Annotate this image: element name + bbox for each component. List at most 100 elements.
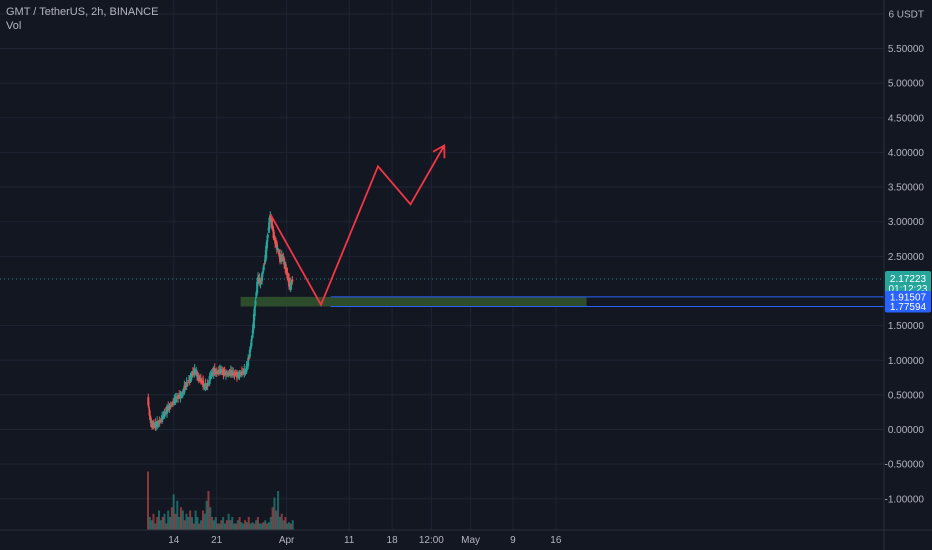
candle-body	[161, 415, 164, 422]
candle-body	[202, 380, 205, 388]
support-zone-box[interactable]	[240, 296, 587, 307]
candle-body	[198, 378, 201, 380]
candlestick-series	[147, 211, 294, 431]
candle-body	[217, 369, 220, 374]
candle-body	[234, 374, 237, 376]
candle-body	[284, 264, 287, 273]
candle-body	[212, 368, 215, 375]
volume-bar	[273, 497, 276, 530]
volume-bar	[222, 517, 225, 530]
time-tick-label: Apr	[279, 535, 295, 546]
countdown-value: 01:12:23	[889, 284, 928, 295]
support-zone[interactable]	[240, 296, 884, 308]
price-tick-label: 6 USDT	[888, 9, 924, 20]
time-tick-label: 12:00	[419, 535, 444, 546]
volume-bar	[278, 517, 281, 530]
candle-body	[281, 256, 284, 258]
volume-bar	[216, 523, 219, 530]
price-tick-label: 1.00000	[888, 356, 925, 367]
candle-body	[224, 371, 227, 376]
volume-bar	[176, 500, 179, 530]
price-tick-label: 5.50000	[888, 44, 925, 55]
candle-body	[226, 373, 229, 375]
candle-body	[148, 409, 151, 416]
projection-arrowhead[interactable]	[432, 143, 446, 159]
candle-body	[242, 371, 245, 374]
candle-body	[291, 279, 294, 282]
projection-path[interactable]	[269, 145, 446, 307]
level-tag-value: 1.77594	[890, 302, 927, 313]
candle-body	[243, 368, 246, 375]
candle-body	[149, 416, 152, 418]
volume-bar	[253, 523, 256, 530]
volume-bar	[275, 510, 278, 530]
volume-bar	[167, 510, 170, 530]
volume-bar	[187, 517, 190, 530]
candle-body	[149, 417, 152, 423]
candle-body	[207, 382, 210, 384]
volume-bar	[271, 507, 274, 530]
volume-legend[interactable]: Vol	[6, 20, 22, 32]
candle-body	[221, 371, 224, 373]
candle-body	[282, 257, 285, 259]
candle-body	[191, 371, 194, 376]
candle-body	[205, 385, 208, 387]
time-tick-label: 14	[168, 535, 180, 546]
volume-bar	[218, 523, 221, 530]
candle-body	[170, 403, 173, 406]
volume-bar	[267, 522, 270, 530]
volume-bar	[156, 517, 159, 530]
candle-body	[223, 371, 226, 375]
volume-bar	[157, 510, 160, 530]
candle-body	[280, 255, 283, 262]
price-axis[interactable]: 6 USDT 5.50000 5.00000 4.50000 4.00000 3.5000…	[883, 0, 925, 550]
projection-drawing[interactable]	[269, 143, 446, 307]
level-tag	[885, 300, 931, 313]
candle-body	[197, 375, 200, 382]
volume-bar	[178, 517, 181, 530]
level-tag-value: 1.91507	[890, 292, 927, 303]
candle-body	[256, 277, 259, 285]
candle-body	[174, 396, 177, 403]
candle-body	[274, 237, 277, 244]
candle-body	[244, 370, 247, 372]
candle-body	[237, 374, 240, 377]
candle-body	[219, 368, 222, 374]
candle-body	[157, 422, 160, 424]
candle-body	[147, 397, 150, 406]
volume-bar	[242, 523, 245, 530]
price-tick-label: 2.50000	[888, 252, 925, 263]
candle-body	[240, 371, 243, 376]
candle-body	[271, 228, 274, 230]
symbol-legend[interactable]: GMT / TetherUS, 2h, BINANCE	[6, 6, 159, 18]
candle-body	[245, 365, 248, 372]
candle-body	[180, 394, 183, 396]
volume-bar	[251, 522, 254, 530]
volume-bar	[240, 522, 243, 530]
volume-bar	[161, 517, 164, 530]
candle-body	[172, 401, 175, 405]
candle-body	[159, 419, 162, 421]
candle-body	[253, 307, 256, 317]
candle-body	[163, 412, 166, 417]
volume-bar	[262, 522, 265, 530]
candle-body	[179, 392, 182, 399]
candle-body	[238, 372, 241, 378]
volume-bar	[196, 517, 199, 530]
volume-bar	[192, 523, 195, 530]
candle-body	[239, 373, 242, 375]
volume-bar	[203, 513, 206, 530]
candle-body	[290, 281, 293, 285]
volume-bar	[234, 523, 237, 530]
volume-bar	[264, 520, 267, 530]
volume-bar	[288, 522, 291, 530]
time-axis[interactable]: 14 21 Apr 11 18 12:00 May 9 16	[0, 529, 932, 546]
volume-bar	[220, 520, 223, 530]
volume-bar	[198, 523, 201, 530]
candle-body	[164, 412, 167, 414]
candle-body	[262, 265, 265, 271]
candle-body	[261, 273, 264, 281]
candle-body	[190, 373, 193, 381]
volume-bar	[247, 517, 250, 530]
